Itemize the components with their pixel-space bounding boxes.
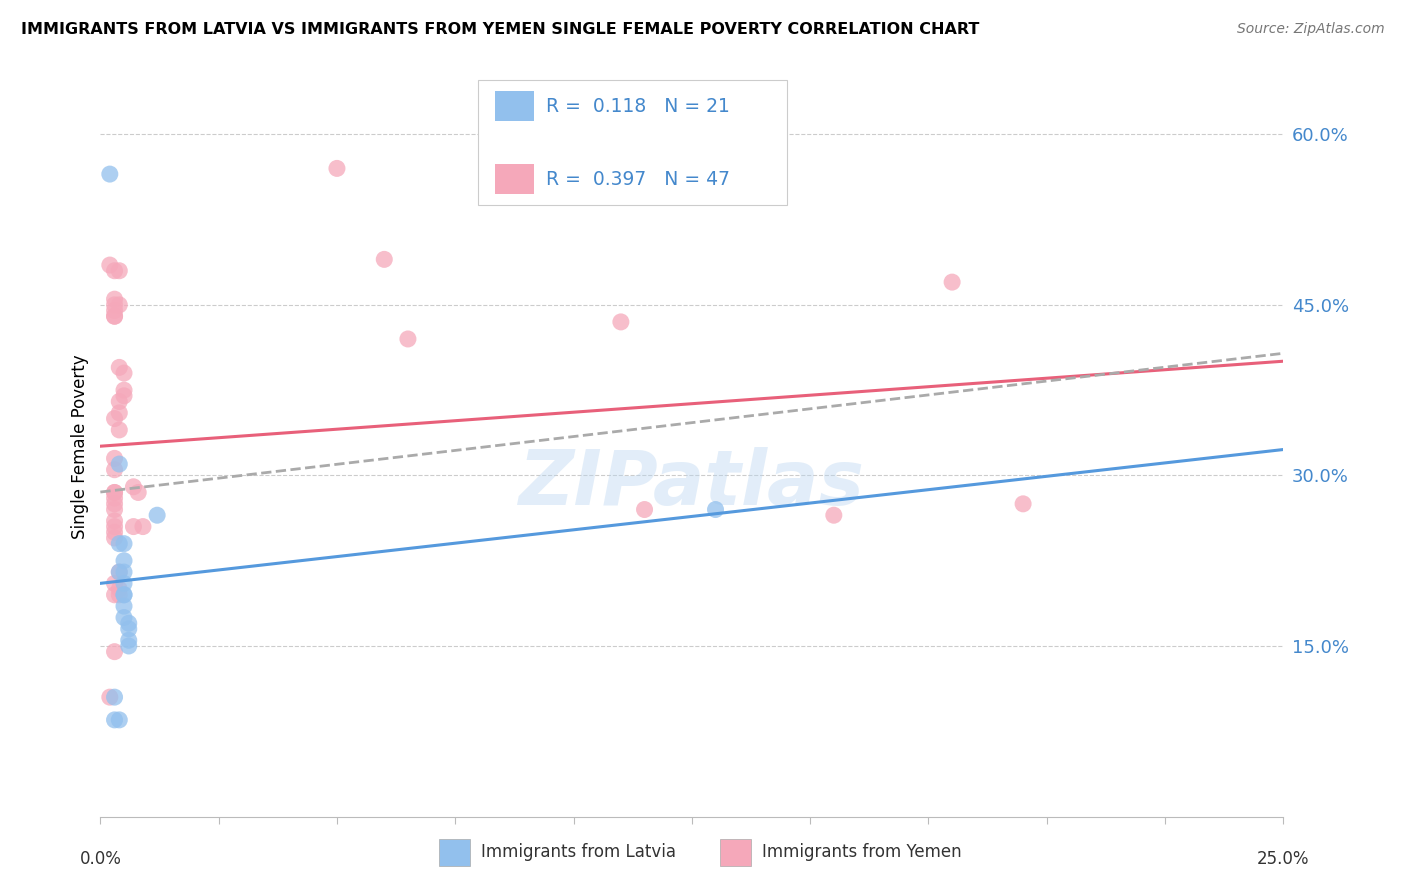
Point	[108, 264, 131, 278]
Point	[103, 645, 125, 659]
Text: IMMIGRANTS FROM LATVIA VS IMMIGRANTS FROM YEMEN SINGLE FEMALE POVERTY CORRELATIO: IMMIGRANTS FROM LATVIA VS IMMIGRANTS FRO…	[21, 22, 980, 37]
Point	[103, 497, 125, 511]
Text: R =  0.397   N = 47: R = 0.397 N = 47	[546, 169, 730, 189]
Point	[103, 588, 125, 602]
Point	[112, 576, 135, 591]
Point	[103, 576, 125, 591]
Point	[98, 167, 121, 181]
Point	[103, 292, 125, 306]
Point	[103, 485, 125, 500]
Point	[146, 508, 169, 523]
Point	[112, 389, 135, 403]
Point	[103, 525, 125, 540]
Point	[108, 394, 131, 409]
Point	[118, 639, 141, 653]
Point	[103, 690, 125, 705]
Point	[108, 565, 131, 579]
Point	[112, 536, 135, 550]
Point	[108, 457, 131, 471]
Point	[112, 366, 135, 380]
Point	[103, 303, 125, 318]
Text: R =  0.118   N = 21: R = 0.118 N = 21	[546, 96, 730, 116]
Point	[103, 264, 125, 278]
Point	[103, 451, 125, 466]
Point	[112, 383, 135, 397]
Point	[1012, 497, 1035, 511]
Point	[103, 310, 125, 324]
Point	[127, 485, 149, 500]
Point	[122, 519, 145, 533]
Text: ZIPatlas: ZIPatlas	[519, 447, 865, 521]
Point	[112, 599, 135, 614]
Text: Immigrants from Latvia: Immigrants from Latvia	[481, 843, 676, 861]
Point	[98, 258, 121, 272]
Point	[108, 536, 131, 550]
Point	[103, 491, 125, 505]
Point	[118, 616, 141, 631]
Point	[373, 252, 395, 267]
Point	[326, 161, 349, 176]
Point	[396, 332, 419, 346]
Point	[112, 554, 135, 568]
Point	[103, 519, 125, 533]
Point	[112, 588, 135, 602]
Point	[108, 565, 131, 579]
Point	[103, 463, 125, 477]
Point	[103, 713, 125, 727]
Text: 0.0%: 0.0%	[79, 850, 121, 869]
Point	[633, 502, 655, 516]
Point	[122, 480, 145, 494]
Point	[103, 531, 125, 545]
Point	[103, 298, 125, 312]
Point	[112, 588, 135, 602]
Point	[118, 633, 141, 648]
Point	[941, 275, 963, 289]
Point	[103, 310, 125, 324]
Point	[103, 411, 125, 425]
Point	[108, 713, 131, 727]
Point	[103, 514, 125, 528]
Point	[704, 502, 727, 516]
Point	[108, 588, 131, 602]
Point	[103, 502, 125, 516]
Point	[103, 485, 125, 500]
Point	[108, 298, 131, 312]
Y-axis label: Single Female Poverty: Single Female Poverty	[72, 355, 89, 540]
Point	[610, 315, 633, 329]
Point	[108, 360, 131, 375]
Point	[108, 423, 131, 437]
Point	[108, 582, 131, 596]
Point	[112, 610, 135, 624]
Point	[108, 406, 131, 420]
Text: Source: ZipAtlas.com: Source: ZipAtlas.com	[1237, 22, 1385, 37]
Point	[823, 508, 845, 523]
Point	[98, 690, 121, 705]
Point	[132, 519, 155, 533]
Text: Immigrants from Yemen: Immigrants from Yemen	[762, 843, 962, 861]
Point	[118, 622, 141, 636]
Point	[112, 565, 135, 579]
Text: 25.0%: 25.0%	[1257, 850, 1309, 869]
